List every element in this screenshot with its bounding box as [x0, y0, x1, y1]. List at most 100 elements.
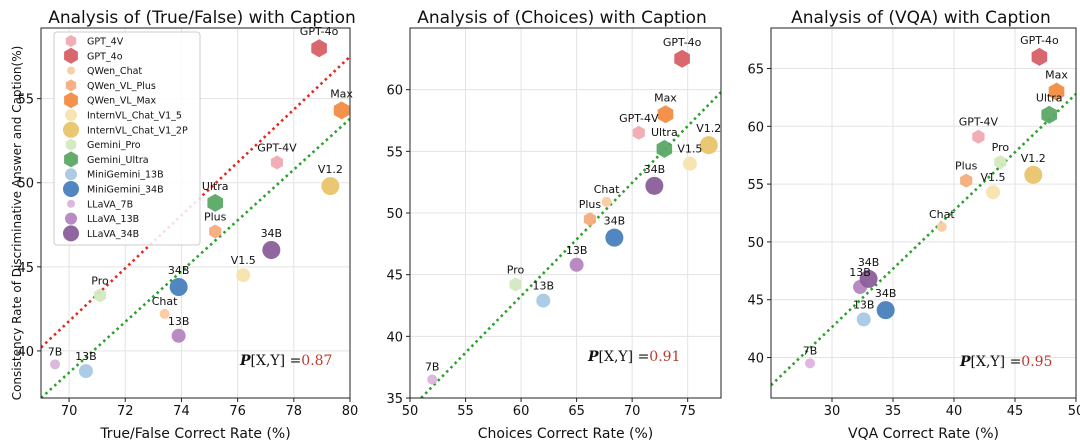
- point-label: Max: [654, 91, 677, 104]
- point-gpt-4o: [311, 39, 327, 58]
- point-qwen-vl-plus: [960, 173, 973, 188]
- point-label: 7B: [48, 345, 63, 358]
- point-gpt-4o: [1031, 47, 1048, 66]
- legend-marker: [63, 225, 79, 242]
- chart-panel-2: 7B Pro 13B 13B Plus Chat 34B GPT-4V 34B Ultra Max G…: [386, 8, 722, 442]
- point-label: GPT-4V: [619, 112, 659, 125]
- point-gemini-ultra: [656, 139, 673, 158]
- x-tick-label: 30: [824, 404, 841, 419]
- point-label: Plus: [204, 211, 227, 224]
- point-internvl-chat-v1-2p: [699, 136, 718, 155]
- point-label: 7B: [803, 344, 818, 357]
- x-tick-label: 76: [229, 404, 246, 419]
- x-tick-label: 50: [402, 404, 419, 419]
- y-tick-label: 60: [747, 120, 764, 135]
- point-label: 7B: [425, 361, 440, 374]
- point-label: 13B: [75, 350, 97, 363]
- point-llava-7b: [427, 374, 438, 385]
- point-label: V1.5: [981, 171, 1006, 184]
- x-tick-label: 35: [885, 404, 902, 419]
- point-label: Pro: [992, 141, 1010, 154]
- point-label: 13B: [533, 280, 555, 293]
- point-label: V1.2: [318, 163, 343, 176]
- point-label: GPT-4o: [663, 36, 702, 49]
- point-qwen-vl-plus: [583, 212, 596, 227]
- point-qwen-vl-max: [1048, 82, 1065, 101]
- point-llava-13b: [569, 257, 584, 272]
- point-label: 13B: [853, 298, 875, 311]
- point-label: 34B: [168, 264, 190, 277]
- y-tick-label: 50: [386, 207, 403, 222]
- chart-title: Analysis of (True/False) with Caption: [48, 8, 356, 28]
- point-minigemini-34b: [605, 228, 624, 247]
- point-label: Chat: [152, 295, 178, 308]
- point-gemini-pro: [93, 288, 107, 303]
- legend-marker: [64, 92, 78, 109]
- y-tick-label: 40: [17, 345, 34, 360]
- point-internvl-chat-v1-5: [236, 268, 251, 283]
- point-gemini-ultra: [207, 193, 223, 212]
- point-minigemini-34b: [876, 301, 895, 320]
- point-gemini-ultra: [1041, 105, 1057, 124]
- point-minigemini-13b: [536, 293, 551, 308]
- point-label: V1.5: [677, 143, 702, 156]
- corr-value: 0.91: [649, 349, 680, 365]
- point-label: 34B: [644, 163, 666, 176]
- correlation-annotation: P[X,Y] =0.95: [959, 354, 1052, 370]
- point-label: 13B: [168, 315, 190, 328]
- point-label: Ultra: [1036, 92, 1063, 105]
- x-tick-label: 45: [1007, 404, 1024, 419]
- y-tick-label: 55: [17, 93, 34, 108]
- point-llava-13b: [171, 328, 186, 343]
- corr-expr: [X,Y] =: [599, 349, 650, 365]
- point-internvl-chat-v1-2p: [321, 177, 340, 196]
- point-qwen-vl-plus: [209, 224, 222, 239]
- y-tick-label: 55: [747, 178, 764, 193]
- axes-frame: [40, 27, 351, 399]
- y-tick-label: 65: [747, 62, 764, 77]
- correlation-annotation: P[X,Y] =0.87: [239, 353, 332, 369]
- correlation-annotation: P[X,Y] =0.91: [587, 349, 680, 365]
- point-label: Max: [330, 87, 353, 100]
- legend-marker: [65, 168, 77, 181]
- legend-label: GPT_4V: [87, 37, 124, 48]
- legend-label: QWen_VL_Max: [87, 96, 156, 107]
- point-gpt-4v: [972, 129, 985, 144]
- point-minigemini-13b: [856, 312, 871, 327]
- point-label: V1.5: [231, 254, 256, 267]
- legend-label: MiniGemini_13B: [87, 170, 164, 181]
- legend-label: LLaVA_7B: [87, 199, 133, 210]
- point-gpt-4v: [270, 155, 283, 170]
- point-label: V1.2: [1021, 152, 1046, 165]
- legend-label: LLaVA_34B: [87, 229, 139, 240]
- x-tick-label: 74: [173, 404, 190, 419]
- point-llava-7b: [50, 359, 61, 370]
- point-label: Ultra: [651, 126, 678, 139]
- point-label: 34B: [261, 227, 283, 240]
- legend-marker: [65, 35, 77, 47]
- point-label: Pro: [91, 274, 109, 287]
- point-label: Max: [1045, 69, 1068, 82]
- legend-label: Gemini_Ultra: [87, 155, 149, 166]
- legend-marker: [65, 79, 77, 92]
- legend-label: InternVL_Chat_V1_2P: [87, 125, 188, 136]
- legend-marker: [63, 181, 79, 197]
- point-label: GPT-4V: [257, 142, 297, 155]
- point-label: Chat: [929, 208, 955, 221]
- y-tick-label: 55: [386, 145, 403, 160]
- legend-marker: [64, 151, 78, 168]
- legend-marker: [64, 47, 78, 64]
- x-tick-label: 75: [679, 404, 696, 419]
- x-tick-label: 72: [117, 404, 134, 419]
- legend-label: QWen_VL_Plus: [87, 81, 156, 92]
- point-llava-34b: [262, 241, 281, 259]
- legend-frame: [53, 31, 201, 246]
- point-gpt-4o: [674, 49, 690, 68]
- y-tick-label: 60: [386, 84, 403, 99]
- chart-title: Analysis of (VQA) with Caption: [791, 8, 1051, 28]
- legend-marker: [65, 138, 77, 151]
- point-gemini-pro: [994, 155, 1007, 170]
- point-label: GPT-4V: [959, 116, 999, 129]
- point-minigemini-34b: [169, 278, 188, 296]
- legend-marker: [65, 212, 77, 225]
